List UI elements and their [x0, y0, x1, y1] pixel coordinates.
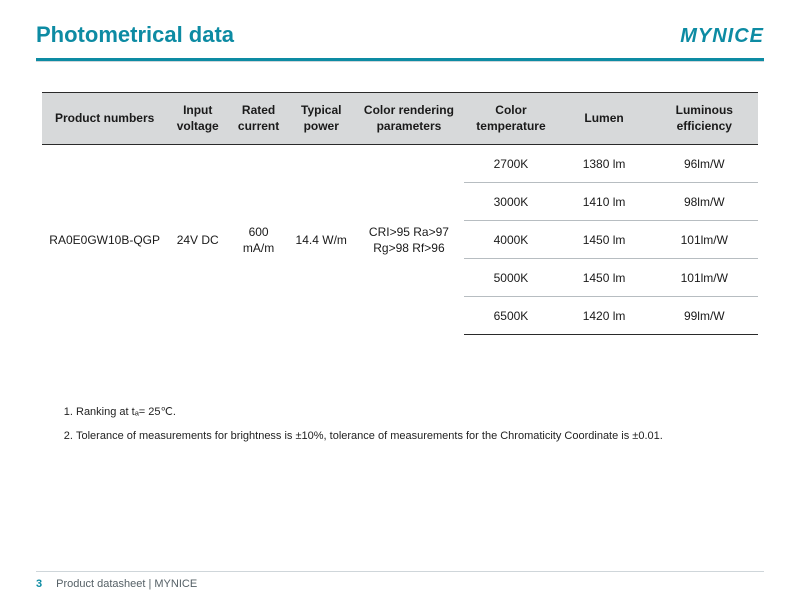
- col-input-voltage: Input voltage: [167, 93, 228, 145]
- col-product-numbers: Product numbers: [42, 93, 167, 145]
- cell-eff: 101lm/W: [651, 221, 758, 259]
- footer-text: Product datasheet | MYNICE: [56, 578, 197, 590]
- col-cri: Color rendering parameters: [353, 93, 464, 145]
- page-number: 3: [36, 578, 42, 590]
- cell-lumen: 1450 lm: [558, 221, 651, 259]
- cell-color-temp: 5000K: [464, 259, 557, 297]
- cell-input-voltage: 24V DC: [167, 145, 228, 335]
- col-rated-current: Rated current: [228, 93, 289, 145]
- footnotes: Ranking at tₐ= 25℃. Tolerance of measure…: [54, 405, 746, 444]
- cri-line-1: CRI>95 Ra>97: [357, 224, 460, 240]
- cell-lumen: 1410 lm: [558, 183, 651, 221]
- cell-color-temp: 6500K: [464, 297, 557, 335]
- cell-lumen: 1420 lm: [558, 297, 651, 335]
- brand-logo: MYNICE: [680, 25, 764, 48]
- page-title: Photometrical data: [36, 22, 234, 48]
- page-footer: 3 Product datasheet | MYNICE: [0, 571, 800, 590]
- cell-lumen: 1380 lm: [558, 145, 651, 183]
- cell-color-temp: 2700K: [464, 145, 557, 183]
- cell-color-temp: 3000K: [464, 183, 557, 221]
- col-typical-power: Typical power: [289, 93, 353, 145]
- cri-line-2: Rg>98 Rf>96: [357, 240, 460, 256]
- col-lumen: Lumen: [558, 93, 651, 145]
- table-row: RA0E0GW10B-QGP 24V DC 600 mA/m 14.4 W/m …: [42, 145, 758, 183]
- footnote-1: Ranking at tₐ= 25℃.: [76, 405, 746, 420]
- cell-eff: 101lm/W: [651, 259, 758, 297]
- photometrical-table: Product numbers Input voltage Rated curr…: [42, 92, 758, 335]
- footnote-2: Tolerance of measurements for brightness…: [76, 429, 746, 444]
- col-color-temp: Color temperature: [464, 93, 557, 145]
- cell-typical-power: 14.4 W/m: [289, 145, 353, 335]
- cell-eff: 98lm/W: [651, 183, 758, 221]
- header-rule-light: [36, 61, 764, 62]
- cell-cri: CRI>95 Ra>97 Rg>98 Rf>96: [353, 145, 464, 335]
- table-header-row: Product numbers Input voltage Rated curr…: [42, 93, 758, 145]
- col-efficiency: Luminous efficiency: [651, 93, 758, 145]
- cell-eff: 96lm/W: [651, 145, 758, 183]
- cell-color-temp: 4000K: [464, 221, 557, 259]
- cell-rated-current: 600 mA/m: [228, 145, 289, 335]
- cell-eff: 99lm/W: [651, 297, 758, 335]
- cell-product-number: RA0E0GW10B-QGP: [42, 145, 167, 335]
- photometrical-table-wrap: Product numbers Input voltage Rated curr…: [42, 92, 758, 335]
- page-header: Photometrical data MYNICE: [36, 22, 764, 56]
- footer-rule: [36, 571, 764, 572]
- cell-lumen: 1450 lm: [558, 259, 651, 297]
